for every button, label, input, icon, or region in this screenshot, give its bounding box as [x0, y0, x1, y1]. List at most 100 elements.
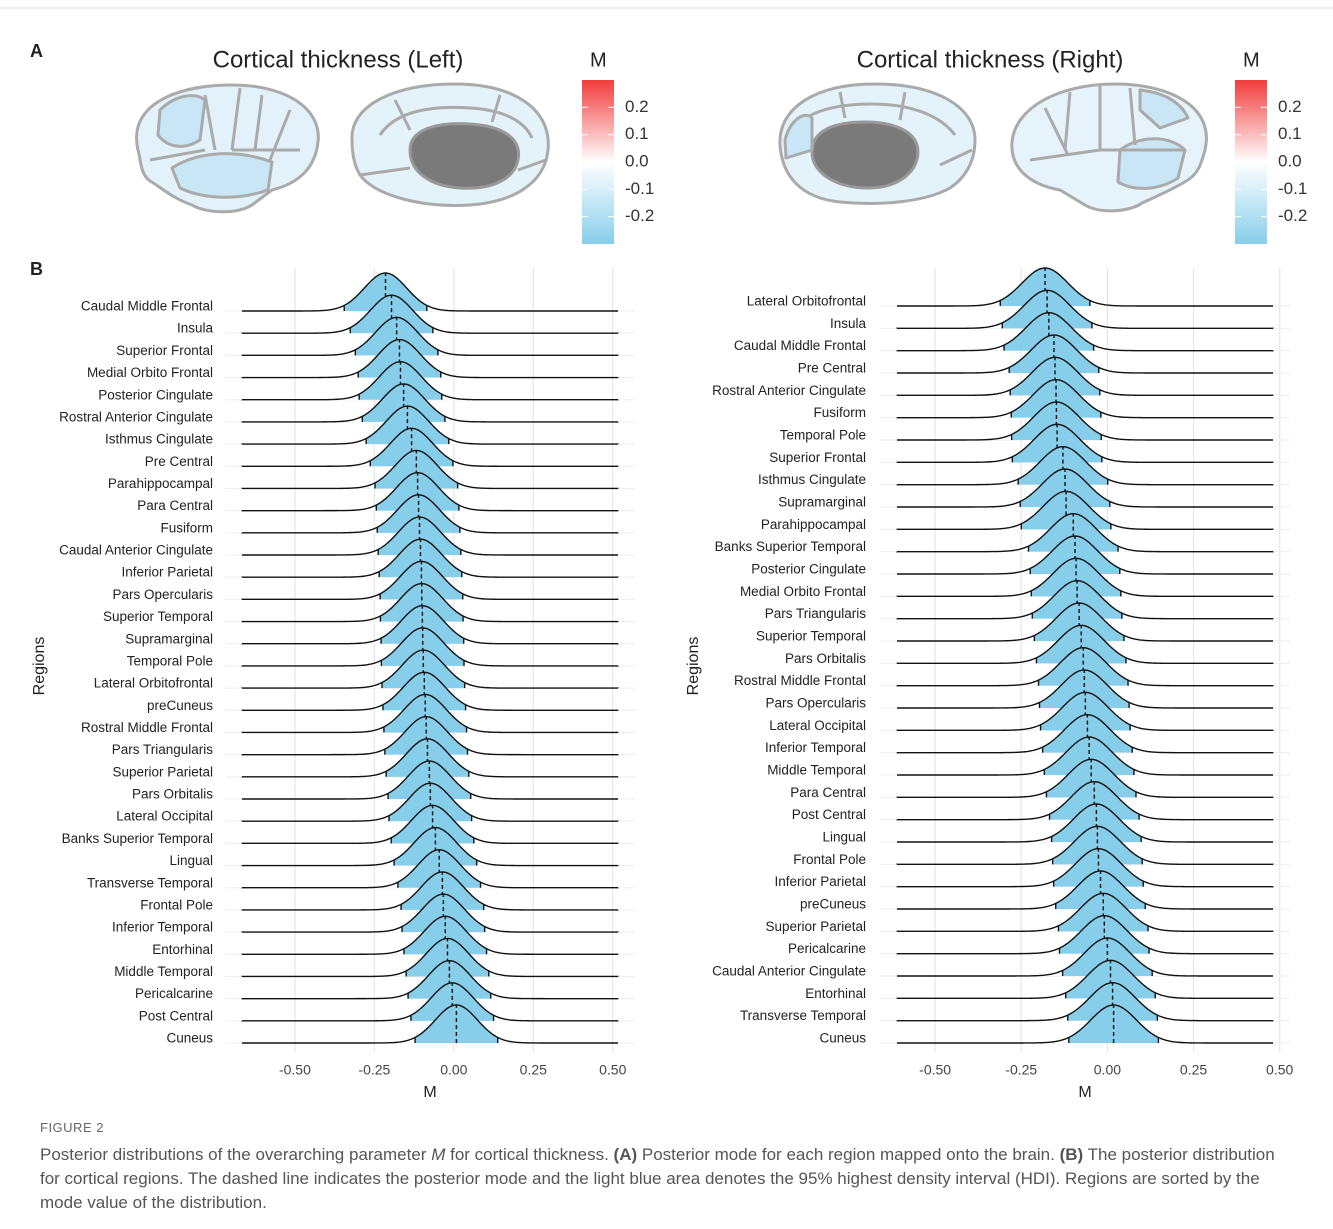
hdi-area — [397, 849, 481, 888]
colorbar-tick-label: 0.0 — [1278, 151, 1302, 170]
colorbar-title: M — [1243, 49, 1260, 71]
hdi-area — [1053, 848, 1144, 887]
caption-text: (A) — [613, 1145, 638, 1164]
charts: -0.50 -0.25 0.00 0.25 0.50 M Regions Caudal Mid… — [31, 267, 1294, 1101]
region-label: Medial Orbito Frontal — [740, 584, 866, 599]
region-label: Rostral Middle Frontal — [81, 720, 213, 735]
hdi-area — [1021, 491, 1111, 530]
density-line — [241, 494, 619, 534]
caption-text: Posterior mode for each region mapped on… — [637, 1145, 1060, 1164]
hdi-area — [362, 383, 445, 422]
region-label: Lateral Orbitofrontal — [94, 676, 213, 691]
hdi-area — [1065, 960, 1156, 999]
density-line — [241, 893, 619, 933]
hdi-area — [1038, 647, 1129, 686]
density-line — [241, 871, 619, 911]
density-line — [896, 825, 1274, 866]
region-label: Rostral Anterior Cingulate — [59, 409, 213, 424]
density-line — [241, 804, 619, 845]
density-line — [897, 535, 1273, 575]
x-tick-label: 0.25 — [520, 1062, 547, 1078]
hdi-area — [380, 561, 463, 600]
region-label: Pars Orbitalis — [785, 651, 866, 666]
figure-graphics: A B Cortical thickness (Left) M 0.2 0.1 0.0 -… — [0, 7, 1333, 1101]
density-line — [242, 982, 618, 1022]
density-line — [241, 338, 619, 379]
density-line — [896, 512, 1274, 553]
colorbar-tick-label: -0.2 — [1278, 206, 1307, 225]
region-label: Fusiform — [813, 405, 866, 420]
density-line — [896, 311, 1274, 352]
density-line — [241, 560, 619, 601]
hdi-area — [381, 627, 465, 666]
hdi-area — [358, 339, 441, 378]
density-line — [241, 738, 619, 778]
region-label: Pars Orbitalis — [132, 787, 213, 802]
brain-panels: Cortical thickness (Left) M 0.2 0.1 0.0 -0.1 -… — [213, 46, 1307, 244]
hdi-area — [344, 273, 427, 311]
density-line — [241, 937, 619, 978]
region-label: Superior Frontal — [116, 343, 213, 358]
hdi-area — [1031, 558, 1121, 597]
region-label: preCuneus — [800, 897, 866, 912]
density-line — [241, 849, 619, 889]
density-line — [241, 649, 619, 689]
region-label: Lateral Orbitofrontal — [747, 294, 866, 309]
region-label: Inferior Parietal — [774, 874, 866, 889]
x-tick-label: -0.50 — [279, 1062, 311, 1078]
hdi-area — [402, 894, 485, 933]
density-line — [896, 713, 1274, 754]
density-line — [896, 780, 1274, 821]
density-line — [896, 423, 1274, 464]
density-line — [896, 646, 1274, 687]
density-line — [241, 427, 619, 467]
density-line — [897, 1004, 1273, 1044]
hdi-area — [391, 805, 474, 844]
density-line — [242, 1004, 618, 1044]
density-line — [241, 605, 619, 645]
hdi-area — [382, 672, 466, 711]
region-label: Lateral Occipital — [116, 809, 213, 824]
region-label: Fusiform — [160, 520, 213, 535]
density-line — [896, 557, 1274, 598]
hdi-area — [1055, 871, 1146, 909]
hdi-area — [1068, 1005, 1159, 1043]
region-label: Entorhinal — [805, 986, 866, 1001]
region-label: preCuneus — [147, 698, 213, 713]
hdi-area — [375, 450, 458, 489]
caption-text: Posterior distributions of the overarchi… — [40, 1145, 432, 1164]
x-tick-label: 0.00 — [1094, 1062, 1121, 1078]
hdi-area — [1000, 268, 1090, 306]
hdi-area — [1030, 536, 1120, 574]
hdi-area — [1040, 692, 1131, 731]
hdi-area — [378, 517, 461, 555]
region-label: Caudal Anterior Cingulate — [712, 964, 866, 979]
hdi-area — [1004, 312, 1094, 351]
hdi-area — [389, 783, 472, 822]
hdi-area — [1052, 826, 1143, 865]
region-label: Supramarginal — [778, 495, 866, 510]
region-label: Banks Superior Temporal — [62, 831, 213, 846]
hdi-area — [1046, 759, 1136, 798]
region-label: Superior Temporal — [756, 629, 866, 644]
colorbar-title: M — [590, 49, 607, 71]
hdi-area — [355, 317, 438, 356]
region-label: Isthmus Cingulate — [758, 472, 866, 487]
region-label: Entorhinal — [152, 942, 213, 957]
region-label: Inferior Temporal — [112, 920, 213, 935]
density-line — [896, 356, 1274, 397]
region-label: Transverse Temporal — [87, 875, 213, 890]
region-label: Parahippocampal — [108, 476, 213, 491]
region-label: Rostral Anterior Cingulate — [712, 383, 866, 398]
density-line — [897, 937, 1273, 977]
panel-label: B — [30, 259, 43, 279]
density-line — [897, 401, 1273, 441]
hdi-area — [1059, 915, 1150, 954]
hdi-area — [394, 827, 477, 866]
region-label: Posterior Cingulate — [98, 387, 213, 402]
x-axis-title: M — [423, 1084, 436, 1101]
hdi-area — [1011, 379, 1101, 418]
hdi-area — [1044, 737, 1134, 775]
hdi-area — [1009, 335, 1099, 373]
region-label: Middle Temporal — [767, 763, 866, 778]
